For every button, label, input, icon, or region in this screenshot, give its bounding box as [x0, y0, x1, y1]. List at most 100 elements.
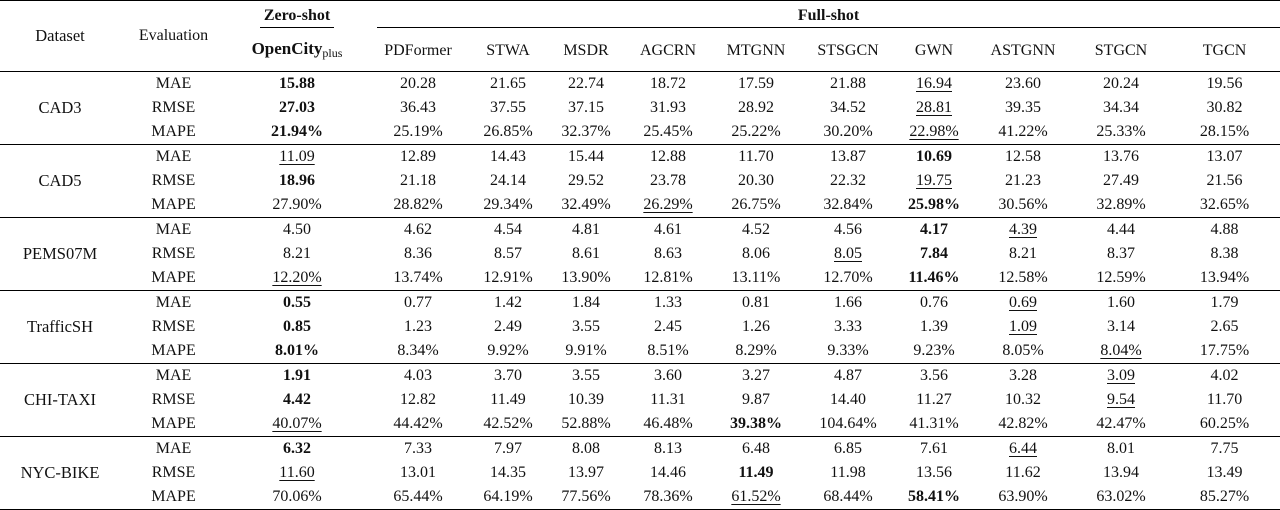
value-cell: 8.05	[801, 242, 895, 266]
value-cell: 3.14	[1073, 315, 1169, 339]
value-cell: 28.92	[711, 96, 801, 120]
cell-value: 0.77	[404, 294, 432, 311]
value-cell: 41.31%	[895, 412, 973, 437]
value-cell: 7.61	[895, 436, 973, 461]
cell-value: 15.44	[568, 148, 604, 165]
cell-value: 1.33	[654, 294, 682, 311]
header-model-stwa: STWA	[469, 31, 547, 72]
metric-label: MAE	[120, 290, 227, 315]
cell-value: 22.74	[568, 75, 604, 92]
value-cell: 0.55	[227, 290, 367, 315]
value-cell: 9.91%	[547, 339, 625, 364]
value-cell: 11.31	[625, 388, 711, 412]
cell-value: 1.66	[834, 294, 862, 311]
cell-value: 0.85	[283, 318, 311, 335]
cell-value: 0.69	[1009, 294, 1037, 311]
metric-label: MAPE	[151, 123, 196, 140]
value-cell: 104.64%	[801, 412, 895, 437]
cell-value: 26.75%	[731, 196, 781, 213]
table-row: RMSE 27.03 36.43 37.55 37.15 31.93 28.92 34.52 2…	[0, 96, 1280, 120]
cell-value: 64.19%	[483, 488, 533, 505]
cell-value: 30.20%	[823, 123, 873, 140]
cell-value: 23.60	[1005, 75, 1041, 92]
value-cell: 21.94%	[227, 120, 367, 145]
cell-value: 8.21	[1009, 245, 1037, 262]
value-cell: 27.90%	[227, 193, 367, 218]
cell-value: 3.70	[494, 367, 522, 384]
metric-label: MAPE	[151, 196, 196, 213]
cell-value: 25.22%	[731, 123, 781, 140]
value-cell: 7.97	[469, 436, 547, 461]
cell-value: 42.82%	[998, 415, 1048, 432]
table-row: MAPE 27.90% 28.82% 29.34% 32.49% 26.29% 26.75%…	[0, 193, 1280, 218]
cell-value: 9.87	[742, 391, 770, 408]
value-cell: 9.54	[1073, 388, 1169, 412]
cell-value: 4.88	[1210, 221, 1239, 238]
value-cell: 28.81	[895, 96, 973, 120]
value-cell: 42.52%	[469, 412, 547, 437]
cell-value: 16.94	[916, 75, 952, 92]
value-cell: 6.44	[973, 436, 1073, 461]
cell-value: 23.78	[650, 172, 686, 189]
cell-value: 8.63	[654, 245, 682, 262]
cell-value: 21.18	[400, 172, 436, 189]
value-cell: 11.49	[469, 388, 547, 412]
cell-value: 28.15%	[1199, 123, 1250, 140]
value-cell: 39.35	[973, 96, 1073, 120]
metric-label: MAPE	[151, 269, 196, 286]
cell-value: 39.35	[1005, 99, 1041, 116]
value-cell: 25.98%	[895, 193, 973, 218]
cell-value: 3.60	[654, 367, 682, 384]
value-cell: 12.82	[367, 388, 469, 412]
cell-value: 1.60	[1107, 294, 1135, 311]
value-cell: 22.32	[801, 169, 895, 193]
cell-value: 4.02	[1210, 367, 1239, 384]
value-cell: 13.94%	[1169, 266, 1280, 291]
value-cell: 3.27	[711, 363, 801, 388]
value-cell: 3.09	[1073, 363, 1169, 388]
cell-value: 13.49	[1206, 464, 1243, 481]
value-cell: 2.65	[1169, 315, 1280, 339]
value-cell: 10.69	[895, 144, 973, 169]
cell-value: 13.87	[830, 148, 866, 165]
value-cell: 30.82	[1169, 96, 1280, 120]
value-cell: 24.14	[469, 169, 547, 193]
cell-value: 12.59%	[1096, 269, 1146, 286]
value-cell: 9.92%	[469, 339, 547, 364]
value-cell: 10.32	[973, 388, 1073, 412]
value-cell: 63.90%	[973, 485, 1073, 510]
cell-value: 41.31%	[909, 415, 959, 432]
cell-value: 58.41%	[908, 488, 960, 505]
cell-value: 21.23	[1005, 172, 1041, 189]
opencity-name: OpenCity	[251, 39, 323, 58]
cell-value: 8.57	[494, 245, 522, 262]
value-cell: 17.59	[711, 72, 801, 97]
metric-label: RMSE	[151, 464, 196, 481]
metric-label: RMSE	[151, 391, 196, 408]
value-cell: 12.88	[625, 144, 711, 169]
value-cell: 9.33%	[801, 339, 895, 364]
header-model-msdr: MSDR	[547, 31, 625, 72]
table-row: CAD3 MAE 15.88 20.28 21.65 22.74 18.72 17.59 21.…	[0, 72, 1280, 117]
dataset-name: CAD3	[38, 98, 82, 117]
value-cell: 27.03	[227, 96, 367, 120]
value-cell: 8.29%	[711, 339, 801, 364]
cell-value: 32.89%	[1096, 196, 1146, 213]
cell-value: 4.17	[920, 221, 948, 238]
value-cell: 23.78	[625, 169, 711, 193]
cell-value: 14.46	[650, 464, 686, 481]
cell-value: 4.03	[404, 367, 432, 384]
cell-value: 14.35	[490, 464, 526, 481]
header-model-stsgcn: STSGCN	[801, 31, 895, 72]
value-cell: 41.22%	[973, 120, 1073, 145]
value-cell: 26.75%	[711, 193, 801, 218]
cell-value: 8.38	[1210, 245, 1239, 262]
value-cell: 52.88%	[547, 412, 625, 437]
value-cell: 11.27	[895, 388, 973, 412]
value-cell: 12.89	[367, 144, 469, 169]
cell-value: 9.33%	[827, 342, 869, 359]
value-cell: 85.27%	[1169, 485, 1280, 510]
cell-value: 1.91	[283, 367, 311, 384]
value-cell: 32.65%	[1169, 193, 1280, 218]
cell-value: 28.92	[738, 99, 774, 116]
